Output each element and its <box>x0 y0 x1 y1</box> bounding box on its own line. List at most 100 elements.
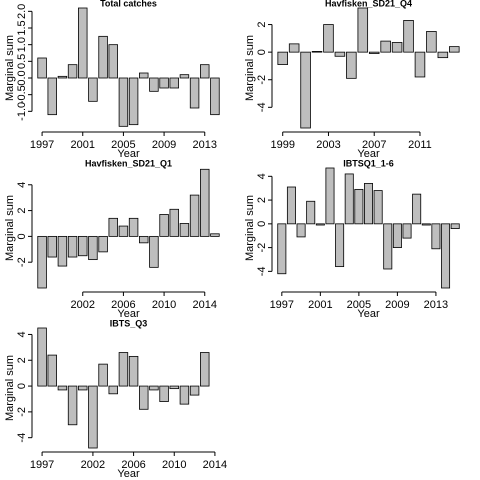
bar <box>421 223 431 226</box>
bar <box>57 75 68 79</box>
bar <box>368 51 380 54</box>
y-tick-label: 0 <box>256 49 268 55</box>
bar <box>118 77 129 127</box>
bar <box>300 51 311 129</box>
bar <box>118 352 129 387</box>
y-tick-label: 4 <box>256 173 268 179</box>
bar <box>403 20 414 53</box>
bar <box>37 327 47 387</box>
bar <box>78 7 88 79</box>
bar <box>108 44 118 79</box>
chart-title: Havfisken_SD21_Q1 <box>85 158 172 168</box>
x-tick-label: 2013 <box>193 139 217 151</box>
y-tick-label: -0.5 <box>16 85 28 104</box>
bar <box>67 235 78 258</box>
bar <box>344 173 354 225</box>
bar <box>179 223 190 237</box>
bar <box>441 223 451 289</box>
x-axis-label: Year <box>357 148 380 160</box>
bar <box>118 225 129 237</box>
y-tick-label: 1.5 <box>16 20 28 35</box>
y-tick-label: 2 <box>256 21 268 27</box>
x-tick-label: 1997 <box>30 459 54 471</box>
y-tick-label: -4 <box>256 266 268 276</box>
x-tick-label: 2001 <box>308 299 332 311</box>
bar <box>67 64 78 79</box>
x-axis-label: Year <box>117 468 140 480</box>
y-axis-label: Marginal sum <box>4 195 16 261</box>
bar <box>391 42 403 53</box>
bar <box>189 77 200 109</box>
y-tick-label: 2 <box>16 357 28 363</box>
bar <box>108 217 118 237</box>
y-tick-label: -2 <box>16 257 28 267</box>
chart-title: IBTS_Q3 <box>110 318 148 328</box>
bar <box>128 77 139 126</box>
bar <box>315 223 325 226</box>
y-tick-label: 2 <box>256 197 268 203</box>
bar <box>210 233 220 237</box>
y-tick-label: 2.0 <box>16 4 28 19</box>
bar <box>323 24 334 53</box>
y-tick-label: 2 <box>16 208 28 214</box>
y-tick-label: 4 <box>16 182 28 188</box>
bar <box>78 235 88 257</box>
bar <box>169 385 179 390</box>
bar <box>169 208 179 237</box>
bar <box>37 57 47 79</box>
bar <box>159 214 169 237</box>
bar <box>354 188 364 225</box>
x-tick-label: 2009 <box>152 139 176 151</box>
x-tick-label: 2002 <box>71 299 95 311</box>
bar <box>414 51 426 78</box>
x-axis-label: Year <box>117 148 140 160</box>
bar <box>128 217 139 237</box>
x-tick-label: 2005 <box>347 299 371 311</box>
chart-title: IBTSQ1_1-6 <box>343 158 394 168</box>
bar <box>37 235 47 289</box>
bar <box>159 77 169 89</box>
bar <box>306 200 316 225</box>
y-tick-label: -1.0 <box>16 102 28 121</box>
y-tick-label: -2 <box>256 75 268 85</box>
bar <box>149 77 159 92</box>
bar <box>200 64 210 79</box>
x-tick-label: 2003 <box>316 139 340 151</box>
x-axis-label: Year <box>117 308 140 320</box>
bar <box>296 223 306 238</box>
x-tick-label: 2007 <box>362 139 386 151</box>
y-tick-label: -2 <box>16 407 28 417</box>
bar <box>311 51 323 53</box>
bar <box>179 74 190 79</box>
bar <box>200 168 210 237</box>
y-axis-label: Marginal sum <box>244 35 256 101</box>
x-tick-label: 1997 <box>270 299 294 311</box>
x-tick-label: 2009 <box>385 299 409 311</box>
y-tick-label: 0 <box>16 383 28 389</box>
y-tick-label: 0 <box>16 233 28 239</box>
bar <box>364 183 373 225</box>
bar <box>47 235 57 258</box>
bar <box>88 385 98 449</box>
bar <box>57 385 68 391</box>
bar <box>47 354 57 387</box>
bar <box>139 385 149 410</box>
bar <box>357 7 369 53</box>
bar <box>426 31 437 53</box>
bar <box>334 51 346 57</box>
x-tick-label: 2006 <box>121 459 145 471</box>
bar <box>346 51 357 79</box>
bar <box>286 186 296 225</box>
bar <box>288 43 300 53</box>
y-tick-label: -2 <box>256 243 268 253</box>
bar <box>88 77 98 102</box>
bar <box>277 223 287 275</box>
bar <box>98 235 108 253</box>
bar <box>325 167 335 225</box>
bar <box>380 40 391 53</box>
bar <box>335 223 345 268</box>
y-tick-label: 1.0 <box>16 37 28 52</box>
bar <box>57 235 68 267</box>
bar <box>431 223 441 250</box>
bar <box>189 194 200 237</box>
